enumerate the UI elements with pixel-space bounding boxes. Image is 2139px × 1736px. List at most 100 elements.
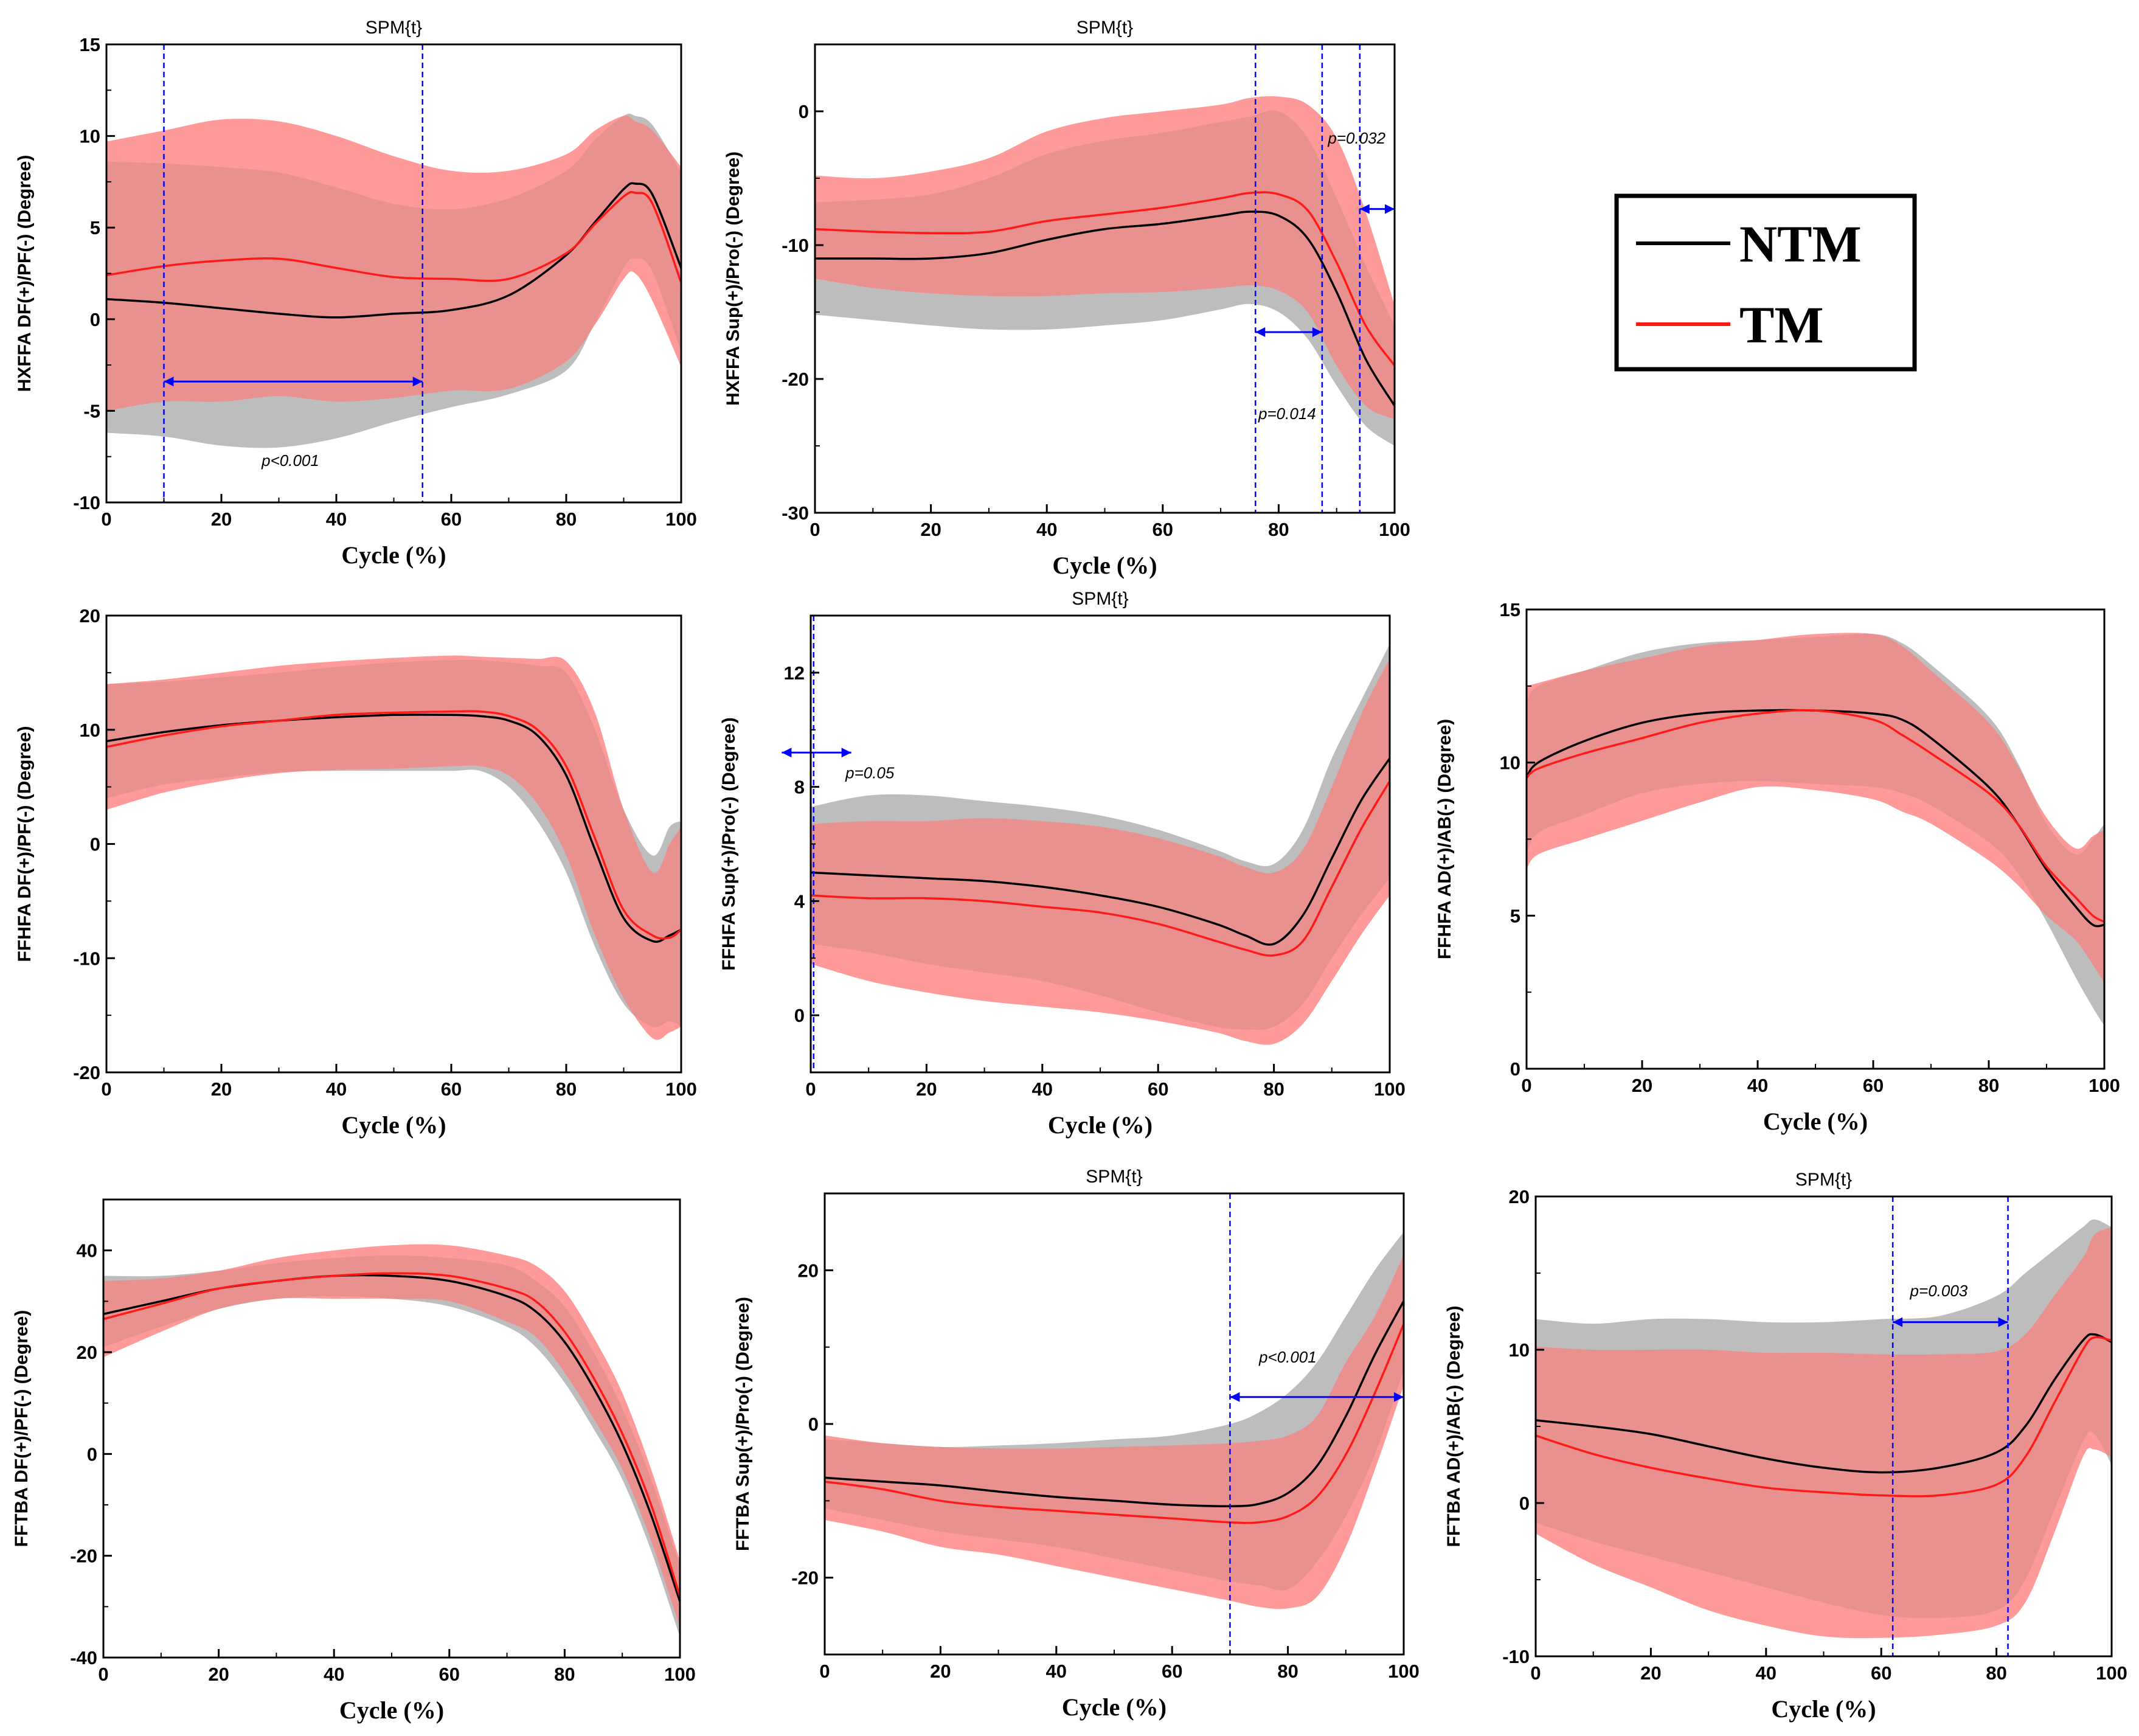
y-tick-label: 5 bbox=[90, 217, 100, 238]
arrow-head-right bbox=[1998, 1317, 2008, 1327]
tm-mean-line bbox=[811, 780, 1390, 957]
plot-area bbox=[815, 96, 1395, 446]
x-tick-label: 60 bbox=[1148, 1078, 1168, 1100]
arrow-head-right bbox=[1312, 327, 1322, 337]
ntm-mean-line bbox=[103, 1274, 680, 1602]
x-tick-label: 80 bbox=[1986, 1662, 2006, 1684]
x-tick-label: 40 bbox=[1046, 1661, 1067, 1682]
ntm-mean-line bbox=[815, 210, 1395, 406]
plot-area bbox=[811, 644, 1390, 1045]
y-axis-label: FFHFA AD(+)/AB(-) (Degree) bbox=[1435, 719, 1455, 959]
y-tick-label: 4 bbox=[794, 891, 805, 912]
y-tick-label: 15 bbox=[1500, 599, 1520, 620]
ntm-mean-line bbox=[811, 757, 1390, 946]
y-tick-label: -10 bbox=[1502, 1646, 1530, 1667]
x-tick-label: 100 bbox=[665, 509, 697, 530]
legend-label-tm: TM bbox=[1739, 296, 1824, 354]
y-tick-label: 15 bbox=[80, 34, 100, 55]
chart-title: SPM{t} bbox=[1072, 589, 1128, 609]
x-tick-label: 20 bbox=[930, 1661, 951, 1682]
y-tick-label: -10 bbox=[782, 235, 809, 256]
arrow-head-left bbox=[1359, 204, 1370, 214]
x-tick-label: 60 bbox=[1153, 519, 1173, 540]
x-tick-label: 100 bbox=[2096, 1662, 2127, 1684]
legend-box bbox=[1614, 193, 1917, 372]
y-axis-label: FFTBA AD(+)/AB(-) (Degree) bbox=[1444, 1306, 1464, 1547]
overlap-sd-band bbox=[815, 110, 1395, 419]
p-value-label: p<0.001 bbox=[1258, 1348, 1317, 1366]
x-tick-label: 80 bbox=[556, 509, 577, 530]
x-tick-label: 40 bbox=[1747, 1075, 1768, 1096]
legend-label-ntm: NTM bbox=[1739, 215, 1862, 273]
plot-area bbox=[825, 1232, 1404, 1609]
x-tick-label: 40 bbox=[1032, 1078, 1053, 1100]
y-tick-label: 20 bbox=[80, 605, 100, 627]
tm-mean-line bbox=[106, 710, 681, 940]
x-tick-label: 0 bbox=[101, 1078, 111, 1100]
chart-ffhfa-ad: 0 20 40 60 80 100 0 5 10 15 Cycle (%) FFHFA AD(+)/A… bbox=[1435, 599, 2120, 1135]
y-axis-label: FFHFA Sup(+)/Pro(-) (Degree) bbox=[719, 717, 739, 970]
y-axis-label: HXFFA Sup(+)/Pro(-) (Degree) bbox=[723, 151, 743, 406]
tm-mean-line bbox=[815, 191, 1395, 367]
x-axis-label: Cycle (%) bbox=[1771, 1695, 1876, 1723]
x-tick-label: 80 bbox=[556, 1078, 577, 1100]
overlap-sd-band bbox=[106, 116, 681, 411]
tm-mean-line bbox=[103, 1272, 680, 1597]
y-axis-label: FFHFA DF(+)/PF(-) (Degree) bbox=[15, 726, 35, 962]
x-tick-label: 20 bbox=[916, 1078, 937, 1100]
y-tick-label: 20 bbox=[798, 1260, 819, 1281]
arrow-head-left bbox=[164, 377, 174, 387]
y-tick-label: 10 bbox=[1500, 752, 1520, 774]
x-tick-label: 20 bbox=[211, 509, 232, 530]
chart-ffhfa-sup: p=0.05 0 20 40 60 80 100 0 4 8 12 Cycle (%) FFHFA Su… bbox=[719, 589, 1406, 1139]
p-value-label: p=0.05 bbox=[845, 764, 895, 782]
ntm-mean-line bbox=[1527, 709, 2104, 928]
x-tick-label: 60 bbox=[1871, 1662, 1891, 1684]
y-tick-label: -5 bbox=[83, 400, 100, 422]
y-tick-label: -20 bbox=[782, 369, 809, 390]
arrow-head-right bbox=[1394, 1392, 1404, 1402]
overlap-sd-band bbox=[1536, 1227, 2112, 1619]
y-tick-label: 10 bbox=[80, 720, 100, 741]
x-tick-label: 100 bbox=[664, 1664, 696, 1685]
chart-title: SPM{t} bbox=[1795, 1170, 1852, 1190]
chart-hxffa-df: p<0.001 0 20 40 60 80 100 -10 -5 0 5 10 15 Cycle (%) H… bbox=[15, 18, 697, 569]
y-tick-label: -30 bbox=[782, 502, 809, 524]
y-axis-label: HXFFA DF(+)/PF(-) (Degree) bbox=[15, 155, 35, 392]
x-axis-label: Cycle (%) bbox=[341, 541, 446, 569]
x-tick-label: 100 bbox=[1374, 1078, 1406, 1100]
tm-mean-line bbox=[825, 1324, 1404, 1524]
x-tick-label: 0 bbox=[809, 519, 820, 540]
x-tick-label: 100 bbox=[1388, 1661, 1420, 1682]
x-tick-label: 20 bbox=[211, 1078, 232, 1100]
y-tick-label: -10 bbox=[73, 492, 100, 513]
y-tick-label: -20 bbox=[70, 1546, 97, 1567]
y-tick-label: -40 bbox=[70, 1647, 97, 1668]
x-axis-label: Cycle (%) bbox=[341, 1111, 446, 1139]
x-tick-label: 60 bbox=[441, 509, 462, 530]
chart-fftba-df: 0 20 40 60 80 100 -40 -20 0 20 40 Cycle (%) FFTBA DF… bbox=[12, 1198, 696, 1724]
x-tick-label: 40 bbox=[326, 509, 347, 530]
arrow-head-right bbox=[1385, 204, 1395, 214]
y-tick-label: 40 bbox=[77, 1240, 97, 1262]
tm-mean-line bbox=[1536, 1336, 2112, 1498]
x-tick-label: 80 bbox=[1263, 1078, 1284, 1100]
plot-area bbox=[106, 113, 681, 448]
overlap-sd-band bbox=[825, 1255, 1404, 1591]
p-value-label: p=0.014 bbox=[1258, 404, 1316, 423]
overlap-sd-band bbox=[1527, 633, 2104, 984]
plot-area bbox=[106, 655, 681, 1040]
y-axis-label: FFTBA Sup(+)/Pro(-) (Degree) bbox=[733, 1297, 753, 1551]
y-tick-label: 5 bbox=[1510, 905, 1520, 926]
p-value-label: p=0.032 bbox=[1327, 129, 1385, 147]
x-tick-label: 0 bbox=[98, 1664, 108, 1685]
p-value-label: p<0.001 bbox=[261, 451, 319, 470]
x-tick-label: 0 bbox=[1530, 1662, 1541, 1684]
x-tick-label: 60 bbox=[1863, 1075, 1884, 1096]
x-axis-label: Cycle (%) bbox=[339, 1696, 444, 1724]
tm-mean-line bbox=[1527, 709, 2104, 923]
y-tick-label: 10 bbox=[1509, 1339, 1530, 1361]
chart-title: SPM{t} bbox=[1086, 1167, 1142, 1187]
